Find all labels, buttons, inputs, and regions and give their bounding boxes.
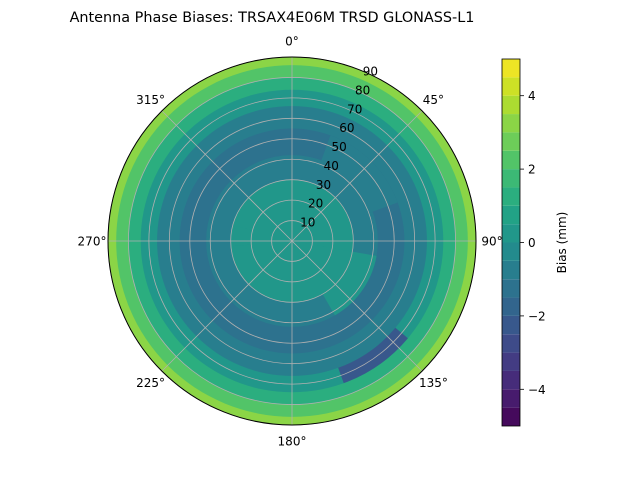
colorbar-tick-label: 2 bbox=[528, 163, 536, 177]
polar-frame bbox=[107, 56, 477, 426]
colorbar-label: Bias (mm) bbox=[555, 212, 569, 274]
polar-tick-labels: 0° 45° 90° 135° 180° 225° 270° 315° 10 20 30 40 50 60… bbox=[78, 35, 503, 449]
colorbar-band bbox=[502, 352, 520, 371]
colorbar-band bbox=[502, 205, 520, 225]
colorbar-band bbox=[502, 407, 520, 426]
colorbar-band bbox=[502, 132, 520, 151]
colorbar-band bbox=[502, 114, 520, 133]
colorbar-tick-label: −2 bbox=[528, 309, 546, 323]
colorbar-band bbox=[502, 297, 520, 316]
radial-tick-label: 40 bbox=[324, 159, 339, 173]
chart-title: Antenna Phase Biases: TRSAX4E06M TRSD GL… bbox=[70, 10, 475, 26]
colorbar-band bbox=[502, 95, 520, 115]
colorbar-band bbox=[502, 334, 520, 353]
colorbar-band bbox=[502, 187, 520, 206]
colorbar-band bbox=[502, 260, 520, 280]
angle-tick-label: 0° bbox=[285, 35, 299, 49]
angle-tick-label: 225° bbox=[136, 376, 165, 390]
angle-tick-label: 90° bbox=[481, 235, 502, 249]
colorbar-band bbox=[502, 150, 520, 170]
angle-tick-label: 45° bbox=[423, 93, 444, 107]
colorbar-tick-label: 0 bbox=[528, 236, 536, 250]
angular-grid-line bbox=[161, 110, 293, 242]
colorbar-tick-label: −4 bbox=[528, 383, 546, 397]
radial-tick-label: 70 bbox=[347, 102, 362, 116]
radial-tick-label: 50 bbox=[331, 140, 346, 154]
colorbar-band bbox=[502, 279, 520, 298]
polar-grid bbox=[107, 56, 477, 426]
angle-tick-label: 270° bbox=[78, 235, 107, 249]
radial-tick-label: 10 bbox=[300, 216, 315, 230]
radial-tick-label: 60 bbox=[339, 121, 354, 135]
radial-tick-label: 20 bbox=[308, 197, 323, 211]
angular-grid-line bbox=[291, 240, 423, 372]
angular-grid-line bbox=[161, 240, 293, 372]
radial-tick-label: 30 bbox=[316, 178, 331, 192]
colorbar-band bbox=[502, 224, 520, 243]
angular-grid-line bbox=[291, 110, 423, 242]
colorbar-band bbox=[502, 370, 520, 390]
radial-tick-label: 80 bbox=[355, 83, 370, 97]
colorbar-band bbox=[502, 389, 520, 408]
radial-tick-label: 90 bbox=[363, 65, 378, 79]
colorbar-band bbox=[502, 242, 520, 261]
colorbar: −4 −2 0 2 4 bbox=[501, 58, 546, 427]
colorbar-band bbox=[502, 315, 520, 335]
colorbar-band bbox=[502, 77, 520, 96]
colorbar-band bbox=[502, 169, 520, 188]
colorbar-band bbox=[502, 59, 520, 78]
angle-tick-label: 315° bbox=[136, 93, 165, 107]
colorbar-tick-label: 4 bbox=[528, 89, 536, 103]
angle-tick-label: 180° bbox=[278, 435, 307, 449]
angle-tick-label: 135° bbox=[419, 376, 448, 390]
contour-patch bbox=[297, 242, 377, 316]
